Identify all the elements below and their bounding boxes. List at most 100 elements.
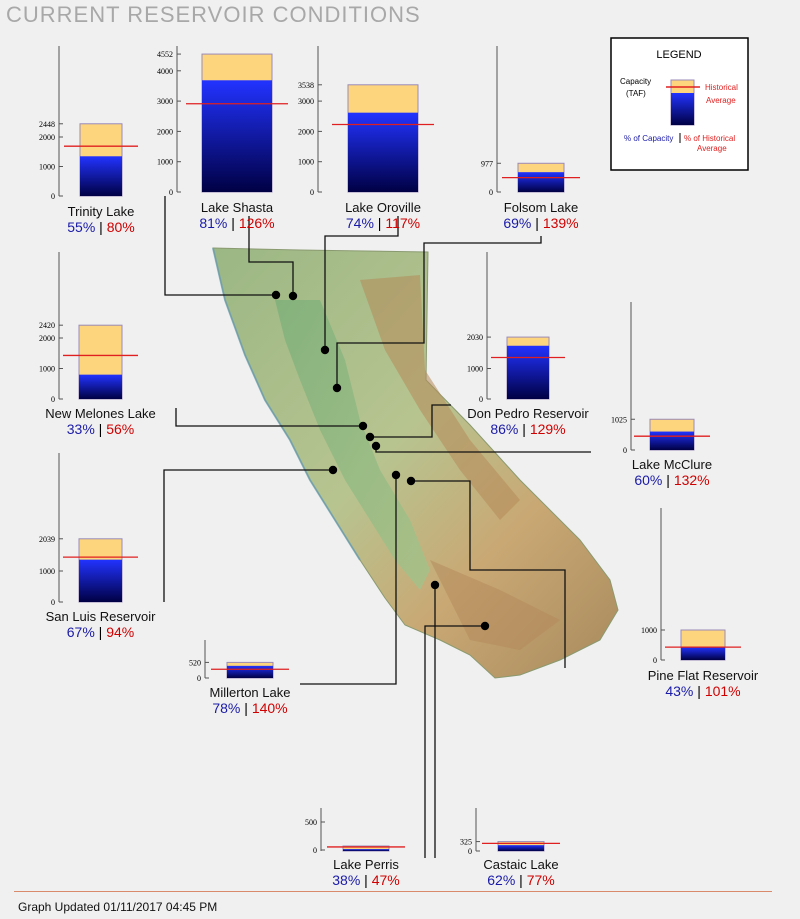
connector-line [324, 216, 399, 350]
storage-bar [227, 665, 273, 678]
reservoir-name: San Luis Reservoir [46, 609, 156, 624]
storage-bar [348, 112, 418, 192]
reservoir-location-dot [391, 470, 401, 480]
pct-capacity: 62% [487, 872, 519, 888]
connector-line [424, 625, 485, 858]
pct-separator: | [99, 624, 107, 640]
pct-historical: 126% [239, 215, 275, 231]
y-tick-label: 1000 [641, 626, 657, 635]
y-tick-label: 2000 [39, 334, 55, 343]
connector-line [411, 480, 566, 668]
pct-capacity: 78% [212, 700, 244, 716]
reservoir-percentages: 67% | 94% [67, 624, 134, 640]
y-tick-label: 520 [189, 658, 201, 667]
reservoir-percentages: 33% | 56% [67, 421, 134, 437]
legend-pct-hist-label-1: % of Historical [684, 134, 735, 143]
y-tick-label: 1025 [611, 415, 627, 424]
y-tick-label: 1000 [39, 365, 55, 374]
connector-lines [163, 196, 591, 858]
footer-divider [14, 891, 772, 892]
reservoir-location-dot [406, 476, 416, 486]
y-tick-label: 4000 [157, 67, 173, 76]
pct-capacity: 60% [634, 472, 666, 488]
y-tick-label: 1000 [467, 365, 483, 374]
connector-line [163, 469, 333, 602]
y-tick-label: 0 [489, 188, 493, 197]
pct-separator: | [519, 872, 527, 888]
pct-capacity: 81% [199, 215, 231, 231]
reservoir-location-dot [358, 421, 368, 431]
reservoir-name: Don Pedro Reservoir [467, 406, 589, 421]
y-tick-label: 3538 [298, 81, 314, 90]
california-map [212, 247, 619, 679]
pct-historical: 139% [543, 215, 579, 231]
y-tick-label: 2000 [298, 127, 314, 136]
y-tick-label: 2039 [39, 535, 55, 544]
y-tick-label: 500 [305, 818, 317, 827]
reservoir-location-dot [288, 291, 298, 301]
y-tick-label: 4552 [157, 50, 173, 59]
pct-capacity: 43% [665, 683, 697, 699]
pct-historical: 132% [674, 472, 710, 488]
pct-historical: 77% [527, 872, 555, 888]
y-tick-label: 1000 [157, 158, 173, 167]
legend-pct-capacity-label: % of Capacity [624, 134, 673, 143]
connector-line [300, 475, 397, 685]
storage-bar [498, 845, 544, 851]
pct-separator: | [666, 472, 674, 488]
legend-taf-label: (TAF) [626, 89, 646, 98]
reservoir-name: Lake Oroville [345, 200, 421, 215]
pct-separator: | [378, 215, 386, 231]
y-tick-label: 0 [313, 846, 317, 855]
storage-bar [79, 559, 122, 602]
reservoir-name: Folsom Lake [504, 200, 578, 215]
reservoir-percentages: 69% | 139% [503, 215, 578, 231]
reservoir-name: Castaic Lake [483, 857, 558, 872]
reservoir-percentages: 55% | 80% [67, 219, 134, 235]
reservoir-percentages: 38% | 47% [332, 872, 399, 888]
reservoir-percentages: 60% | 132% [634, 472, 709, 488]
y-tick-label: 0 [197, 674, 201, 683]
pct-capacity: 86% [490, 421, 522, 437]
reservoir-name: Lake Shasta [201, 200, 274, 215]
pct-historical: 80% [107, 219, 135, 235]
legend-storage-bar [671, 93, 694, 125]
y-tick-label: 2448 [39, 120, 55, 129]
pct-separator: | [99, 219, 107, 235]
pct-historical: 140% [252, 700, 288, 716]
pct-separator: | [364, 872, 372, 888]
y-tick-label: 0 [479, 395, 483, 404]
reservoir-name: Pine Flat Reservoir [648, 668, 759, 683]
legend-historical-label: Historical [705, 83, 738, 92]
reservoir-percentages: 81% | 126% [199, 215, 274, 231]
reservoir-location-dot [328, 465, 338, 475]
page-title: CURRENT RESERVOIR CONDITIONS [6, 2, 421, 27]
connector-line [164, 196, 276, 296]
reservoir-name: Lake McClure [632, 457, 712, 472]
legend-average-label: Average [706, 96, 736, 105]
pct-historical: 47% [372, 872, 400, 888]
reservoir-name: Millerton Lake [210, 685, 291, 700]
reservoir-location-dot [365, 432, 375, 442]
legend-capacity-label: Capacity [620, 77, 651, 86]
y-tick-label: 0 [653, 656, 657, 665]
y-tick-label: 0 [169, 188, 173, 197]
storage-bar [650, 431, 694, 450]
y-tick-label: 325 [460, 838, 472, 847]
y-tick-label: 3000 [157, 97, 173, 106]
pct-historical: 129% [530, 421, 566, 437]
legend: LEGEND Capacity (TAF) Historical Average… [610, 37, 749, 171]
reservoir-percentages: 74% | 117% [346, 215, 420, 231]
reservoir-percentages: 86% | 129% [490, 421, 565, 437]
connector-line [370, 404, 451, 438]
reservoir-location-dot [332, 383, 342, 393]
